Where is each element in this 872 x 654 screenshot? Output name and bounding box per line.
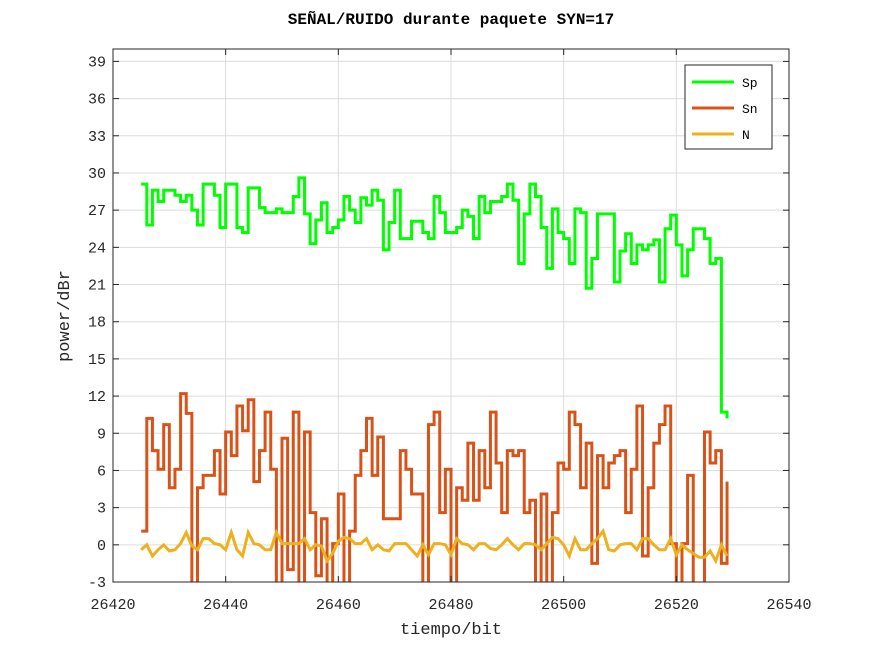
legend-label-sn: Sn <box>742 102 758 117</box>
y-tick-label: 18 <box>88 315 106 332</box>
y-tick-label: 39 <box>88 54 106 71</box>
y-tick-label: 15 <box>88 352 106 369</box>
series-sn-line <box>141 392 729 582</box>
y-axis-label: power/dBr <box>56 270 75 362</box>
x-tick-label: 26480 <box>428 597 473 614</box>
x-axis-label: tiempo/bit <box>400 621 502 640</box>
y-tick-label: -3 <box>88 575 106 592</box>
y-tick-label: 0 <box>97 538 106 555</box>
x-tick-label: 26420 <box>90 597 135 614</box>
legend-label-sp: Sp <box>742 76 758 91</box>
legend: Sp Sn N <box>684 64 773 150</box>
y-tick-label: 30 <box>88 166 106 183</box>
y-tick-label: 33 <box>88 129 106 146</box>
x-tick-label: 26440 <box>203 597 248 614</box>
y-tick-label: 36 <box>88 92 106 109</box>
y-tick-label: 24 <box>88 240 106 257</box>
series-n-line <box>140 527 729 565</box>
y-tick-label: 6 <box>97 463 106 480</box>
y-tick-label: 21 <box>88 278 106 295</box>
ticks: 26420 26440 26460 26480 26500 26520 26540-3036… <box>88 49 812 614</box>
y-tick-label: 27 <box>88 203 106 220</box>
x-tick-label: 26540 <box>766 597 811 614</box>
y-tick-label: 12 <box>88 389 106 406</box>
y-tick-label: 3 <box>97 501 106 518</box>
legend-label-n: N <box>742 128 750 143</box>
series-sp-line <box>141 176 729 419</box>
x-tick-label: 26500 <box>541 597 586 614</box>
x-tick-label: 26520 <box>654 597 699 614</box>
x-tick-label: 26460 <box>316 597 361 614</box>
chart-title: SEÑAL/RUIDO durante paquete SYN=17 <box>288 9 614 29</box>
y-tick-label: 9 <box>97 426 106 443</box>
series-group <box>140 176 729 582</box>
